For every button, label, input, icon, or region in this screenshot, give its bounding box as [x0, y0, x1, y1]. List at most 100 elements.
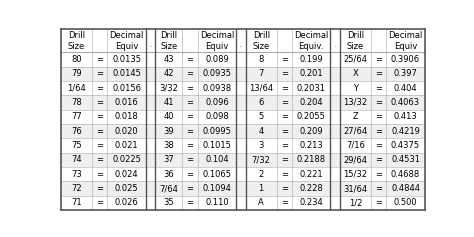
Text: 0.025: 0.025 [115, 184, 138, 193]
Text: Decimal
Equiv: Decimal Equiv [200, 31, 234, 51]
Text: .: . [239, 40, 243, 50]
Text: 0.021: 0.021 [115, 141, 138, 150]
Bar [61, 95, 425, 110]
Text: 25/64: 25/64 [344, 55, 367, 64]
Text: Decimal
Equiv: Decimal Equiv [109, 31, 144, 51]
Text: =: = [96, 184, 103, 193]
Text: 37: 37 [164, 155, 174, 164]
Text: 0.0935: 0.0935 [202, 69, 231, 78]
Text: =: = [281, 155, 288, 164]
Text: 0.413: 0.413 [393, 112, 418, 121]
Text: 5: 5 [259, 112, 264, 121]
Text: Decimal
Equiv: Decimal Equiv [388, 31, 423, 51]
Text: =: = [186, 170, 193, 179]
Bar [61, 181, 425, 196]
Text: 0.0225: 0.0225 [112, 155, 141, 164]
Text: .: . [334, 40, 337, 50]
Text: 78: 78 [71, 98, 82, 107]
Text: 0.4531: 0.4531 [391, 155, 420, 164]
Text: =: = [375, 155, 382, 164]
Text: =: = [375, 127, 382, 136]
Text: 0.026: 0.026 [115, 198, 138, 207]
Text: 0.1015: 0.1015 [202, 141, 231, 150]
Text: 0.0938: 0.0938 [202, 84, 231, 93]
Text: 2: 2 [259, 170, 264, 179]
Text: Drill
Size: Drill Size [253, 31, 270, 51]
Text: 31/64: 31/64 [344, 184, 367, 193]
Text: =: = [96, 170, 103, 179]
Text: =: = [186, 127, 193, 136]
Text: 0.209: 0.209 [300, 127, 323, 136]
Text: 0.199: 0.199 [300, 55, 323, 64]
Text: =: = [375, 69, 382, 78]
Text: =: = [186, 84, 193, 93]
Text: =: = [375, 198, 382, 207]
Text: 29/64: 29/64 [344, 155, 367, 164]
Text: Drill
Size: Drill Size [347, 31, 364, 51]
Text: 40: 40 [164, 112, 174, 121]
Text: =: = [96, 155, 103, 164]
Text: =: = [375, 98, 382, 107]
Text: 0.4063: 0.4063 [391, 98, 420, 107]
Text: 0.1094: 0.1094 [202, 184, 231, 193]
Text: 7/64: 7/64 [159, 184, 178, 193]
Text: 0.397: 0.397 [393, 69, 418, 78]
Text: 7/16: 7/16 [346, 141, 365, 150]
Text: 0.0156: 0.0156 [112, 84, 141, 93]
Text: Drill
Size: Drill Size [68, 31, 85, 51]
Text: =: = [281, 112, 288, 121]
Text: 71: 71 [71, 198, 82, 207]
Text: 13/32: 13/32 [344, 98, 367, 107]
Text: =: = [96, 141, 103, 150]
Text: 1: 1 [259, 184, 264, 193]
Bar [61, 153, 425, 167]
Text: 79: 79 [71, 69, 82, 78]
Text: 13/64: 13/64 [249, 84, 273, 93]
Text: 8: 8 [258, 55, 264, 64]
Text: 80: 80 [71, 55, 82, 64]
Text: =: = [186, 112, 193, 121]
Text: =: = [96, 84, 103, 93]
Bar [61, 124, 425, 138]
Text: =: = [375, 141, 382, 150]
Text: 3: 3 [258, 141, 264, 150]
Text: =: = [96, 98, 103, 107]
Text: =: = [96, 69, 103, 78]
Text: X: X [353, 69, 358, 78]
Text: 0.0145: 0.0145 [112, 69, 141, 78]
Text: Y: Y [353, 84, 358, 93]
Text: 0.096: 0.096 [205, 98, 229, 107]
Text: 43: 43 [164, 55, 174, 64]
Text: Decimal
Equiv.: Decimal Equiv. [294, 31, 328, 51]
Text: 0.016: 0.016 [115, 98, 138, 107]
Text: 0.234: 0.234 [300, 198, 323, 207]
Text: 74: 74 [71, 155, 82, 164]
Text: 0.104: 0.104 [205, 155, 229, 164]
Text: 27/64: 27/64 [344, 127, 367, 136]
Text: A: A [258, 198, 264, 207]
Text: Z: Z [353, 112, 358, 121]
Text: 0.228: 0.228 [300, 184, 323, 193]
Text: .: . [149, 40, 152, 50]
Text: 0.404: 0.404 [394, 84, 417, 93]
Text: =: = [281, 184, 288, 193]
Text: =: = [281, 55, 288, 64]
Text: 36: 36 [164, 170, 174, 179]
Text: 6: 6 [258, 98, 264, 107]
Text: 0.4219: 0.4219 [391, 127, 420, 136]
Text: =: = [281, 69, 288, 78]
Text: 7: 7 [258, 69, 264, 78]
Text: 0.020: 0.020 [115, 127, 138, 136]
Text: =: = [281, 198, 288, 207]
Bar [61, 67, 425, 81]
Text: =: = [281, 127, 288, 136]
Text: 77: 77 [71, 112, 82, 121]
Text: 0.500: 0.500 [394, 198, 417, 207]
Text: =: = [186, 184, 193, 193]
Text: =: = [186, 69, 193, 78]
Text: 75: 75 [71, 141, 82, 150]
Text: =: = [186, 198, 193, 207]
Text: 0.0135: 0.0135 [112, 55, 141, 64]
Text: 0.213: 0.213 [300, 141, 323, 150]
Text: =: = [281, 141, 288, 150]
